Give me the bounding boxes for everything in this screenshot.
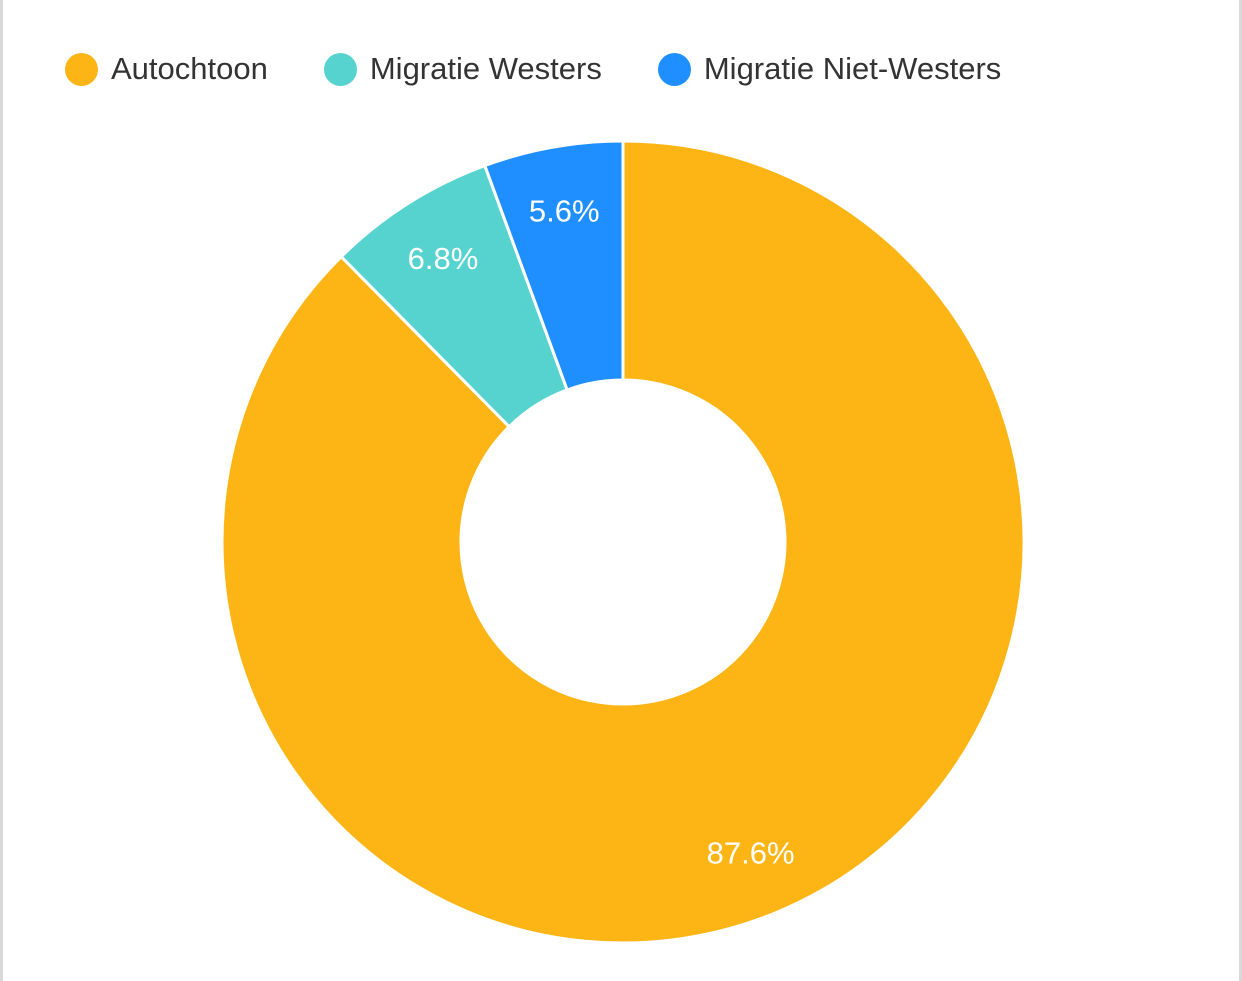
donut-slice-migratie-niet-westers[interactable] [483, 139, 625, 392]
legend-label-migratie-westers: Migratie Westers [369, 51, 602, 86]
chart-legend: Autochtoon Migratie Westers Migratie Nie… [65, 48, 1001, 90]
legend-marker-migratie-niet-westers [657, 52, 691, 86]
legend-item-migratie-niet-westers[interactable]: Migratie Niet-Westers [657, 51, 1002, 87]
donut-slice-labels: 87.6% 6.8% 5.6% [408, 194, 795, 871]
legend-item-autochtoon[interactable]: Autochtoon [65, 51, 268, 87]
slice-label-autochtoon: 87.6% [707, 835, 795, 870]
legend-item-migratie-westers[interactable]: Migratie Westers [323, 51, 602, 87]
slice-label-migratie-westers: 6.8% [408, 241, 479, 276]
legend-marker-autochtoon [65, 52, 98, 86]
donut-slices [220, 139, 1026, 945]
legend-label-migratie-niet-westers: Migratie Niet-Westers [703, 51, 1002, 86]
legend-label-autochtoon: Autochtoon [111, 51, 268, 86]
donut-slice-autochtoon[interactable] [220, 139, 1026, 945]
legend-marker-migratie-westers [323, 52, 357, 86]
slice-label-migratie-niet-westers: 5.6% [529, 194, 600, 229]
donut-chart: 87.6% 6.8% 5.6% [220, 139, 1026, 945]
